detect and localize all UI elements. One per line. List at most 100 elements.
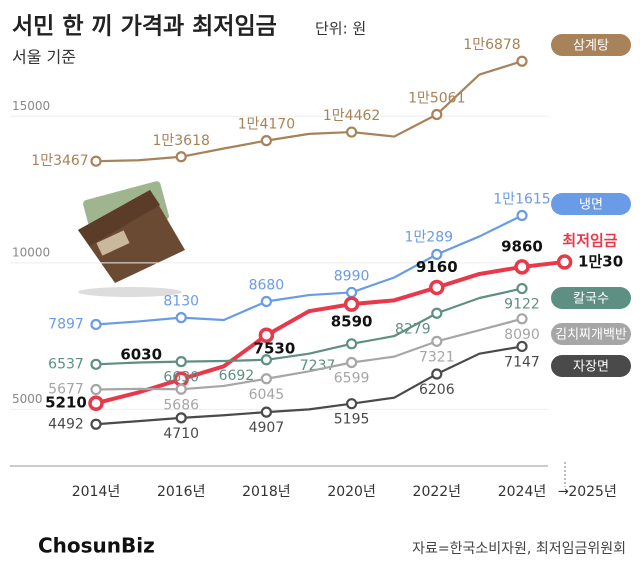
- data-label: 4492: [48, 416, 84, 432]
- legend-pill: [551, 34, 631, 56]
- data-point: [343, 296, 360, 312]
- data-point: [346, 126, 358, 138]
- data-point: [431, 368, 443, 380]
- legend-label: 김치찌개백반: [555, 328, 627, 343]
- data-point: [175, 151, 187, 163]
- data-label: 4710: [163, 426, 199, 442]
- source: 자료=한국소비자원, 최저임금위원회: [412, 541, 626, 557]
- chart-title: 서민 한 끼 가격과 최저임금: [12, 14, 277, 40]
- data-label: 7147: [504, 354, 540, 370]
- data-point: [429, 279, 445, 296]
- data-point: [90, 383, 102, 396]
- data-label: 6537: [48, 356, 84, 372]
- x-tick-label: 2022년: [413, 484, 462, 500]
- data-point: [346, 398, 358, 410]
- data-point: [88, 395, 104, 411]
- data-point: [431, 108, 443, 121]
- data-label: 8279: [395, 321, 431, 337]
- data-label: 8590: [331, 313, 373, 331]
- data-label: 7321: [419, 349, 455, 365]
- data-point: [516, 55, 528, 67]
- x-tick-label: 2014년: [72, 484, 121, 500]
- legend-pill: [551, 323, 631, 345]
- data-label: 6030: [120, 346, 162, 364]
- series-line: [95, 345, 523, 426]
- data-label: 8990: [334, 268, 370, 284]
- data-label: 5686: [163, 397, 199, 413]
- data-label: 1만289: [405, 229, 454, 245]
- data-point: [175, 356, 187, 368]
- data-point: [260, 354, 272, 366]
- series-line: [95, 287, 523, 366]
- note: 서울 기준: [12, 48, 76, 67]
- data-point: [90, 318, 102, 331]
- arrow: →: [558, 485, 569, 500]
- wallet-illustration: [78, 181, 185, 297]
- data-point: [260, 135, 272, 147]
- legend-label: 칼국수: [573, 292, 609, 307]
- data-point: [258, 327, 275, 343]
- data-label: 5195: [334, 412, 370, 428]
- x-tick-label: 2025년: [568, 484, 617, 500]
- data-point: [556, 254, 573, 270]
- data-label: 1만30: [578, 252, 623, 270]
- data-label: 4907: [249, 420, 285, 436]
- data-label: 9122: [504, 297, 540, 313]
- data-point: [516, 282, 528, 295]
- data-point: [260, 406, 272, 418]
- data-label: 1만4462: [323, 108, 380, 124]
- data-label: 6206: [419, 382, 455, 398]
- x-tick-label: 2024년: [498, 484, 547, 500]
- data-label: 7530: [254, 340, 296, 358]
- data-label: 6692: [219, 368, 255, 384]
- x-tick-label: 2018년: [242, 484, 291, 500]
- data-point: [514, 259, 530, 275]
- data-label: 1만3618: [152, 133, 209, 149]
- data-point: [431, 335, 443, 347]
- data-label: 1만6878: [463, 37, 520, 53]
- data-point: [175, 412, 187, 424]
- data-point: [90, 358, 102, 370]
- data-label: 8130: [163, 294, 199, 310]
- legend-pill: [551, 355, 631, 377]
- data-label: 8680: [249, 278, 285, 294]
- legend-label: 냉면: [579, 198, 603, 213]
- data-label: 6599: [334, 371, 370, 387]
- series-line: [95, 317, 523, 391]
- data-label: 5677: [48, 382, 84, 398]
- legend-label: 최저임금: [562, 232, 617, 250]
- data-point: [175, 383, 187, 395]
- legend-pill: [551, 287, 631, 309]
- data-label: 6630: [163, 370, 199, 386]
- series-line: [95, 214, 523, 326]
- legend-label: 자장면: [573, 360, 609, 375]
- y-tick-label: 15000: [12, 99, 50, 113]
- data-label: 5210: [45, 394, 87, 412]
- y-tick-label: 10000: [12, 245, 50, 259]
- data-point: [346, 356, 358, 369]
- data-label: 8090: [504, 327, 540, 343]
- data-point: [260, 295, 272, 308]
- x-tick-label: 2020년: [327, 484, 376, 500]
- data-label: 7237: [300, 358, 336, 374]
- data-point: [516, 209, 528, 222]
- data-label: 1만1615: [493, 191, 550, 207]
- data-point: [431, 307, 443, 319]
- logo: ChosunBiz: [38, 534, 155, 558]
- data-point: [260, 373, 272, 385]
- x-tick-label: 2016년: [157, 484, 206, 500]
- series-line: [95, 60, 523, 163]
- legend-label: 삼계탕: [573, 39, 609, 54]
- data-label: 1만3467: [31, 153, 88, 169]
- data-point: [516, 313, 528, 325]
- unit-label: 단위: 원: [315, 20, 366, 38]
- data-label: 1만5061: [408, 90, 465, 106]
- data-point: [90, 155, 102, 167]
- data-label: 1만4170: [238, 117, 295, 133]
- data-point: [175, 312, 187, 324]
- data-point: [346, 286, 358, 299]
- y-tick-label: 5000: [12, 392, 43, 406]
